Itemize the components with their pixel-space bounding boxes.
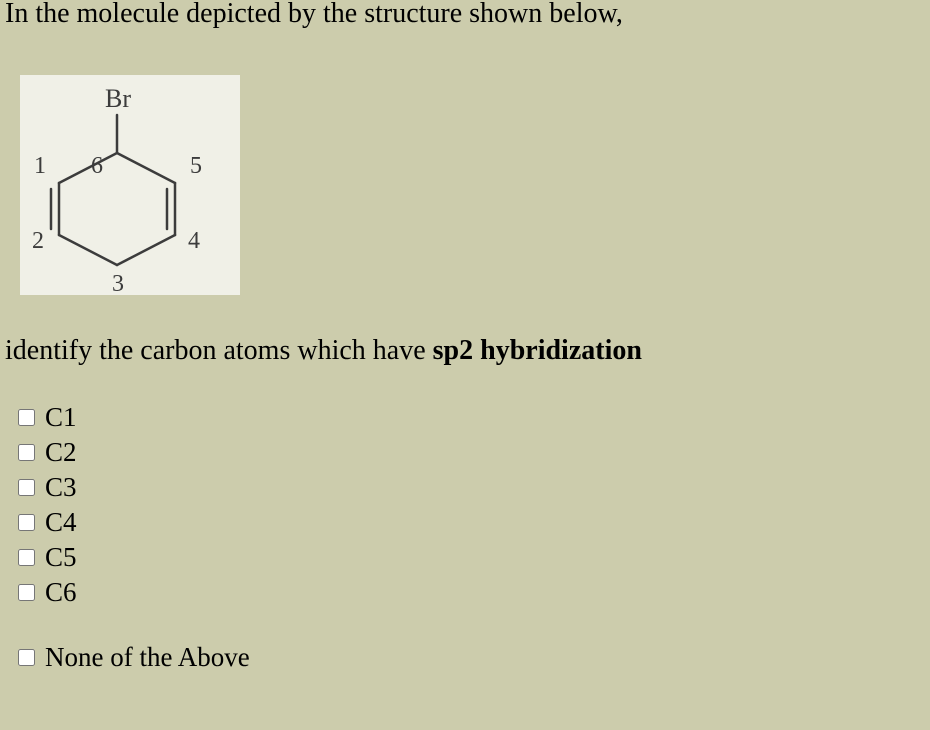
option-label: C5	[45, 542, 77, 573]
svg-text:2: 2	[32, 228, 44, 254]
option-row: C6	[18, 575, 77, 610]
svg-text:1: 1	[34, 153, 46, 179]
question-bold: sp2 hybridization	[433, 335, 642, 366]
option-label: C2	[45, 437, 77, 468]
option-row: C4	[18, 505, 77, 540]
option-label: C3	[45, 472, 77, 503]
svg-text:Br: Br	[105, 84, 131, 113]
molecule-structure: Br 1 2 3 4 5 6	[20, 75, 240, 295]
option-checkbox[interactable]	[18, 409, 35, 426]
none-label: None of the Above	[45, 642, 250, 673]
question-intro: In the molecule depicted by the structur…	[5, 0, 623, 30]
none-checkbox[interactable]	[18, 649, 35, 666]
svg-text:4: 4	[188, 228, 200, 254]
option-label: C4	[45, 507, 77, 538]
option-checkbox[interactable]	[18, 444, 35, 461]
option-checkbox[interactable]	[18, 584, 35, 601]
option-label: C6	[45, 577, 77, 608]
option-checkbox[interactable]	[18, 549, 35, 566]
options-group: C1 C2 C3 C4 C5 C6	[18, 400, 77, 610]
svg-text:5: 5	[190, 153, 202, 179]
question-prefix: identify the carbon atoms which have	[5, 335, 433, 366]
option-row: C3	[18, 470, 77, 505]
option-label: C1	[45, 402, 77, 433]
option-row: C5	[18, 540, 77, 575]
svg-text:3: 3	[112, 271, 124, 295]
none-option-row: None of the Above	[18, 640, 250, 675]
option-checkbox[interactable]	[18, 479, 35, 496]
svg-text:6: 6	[91, 153, 103, 179]
option-row: C1	[18, 400, 77, 435]
option-row: C2	[18, 435, 77, 470]
question-text: identify the carbon atoms which have sp2…	[5, 335, 642, 367]
option-checkbox[interactable]	[18, 514, 35, 531]
